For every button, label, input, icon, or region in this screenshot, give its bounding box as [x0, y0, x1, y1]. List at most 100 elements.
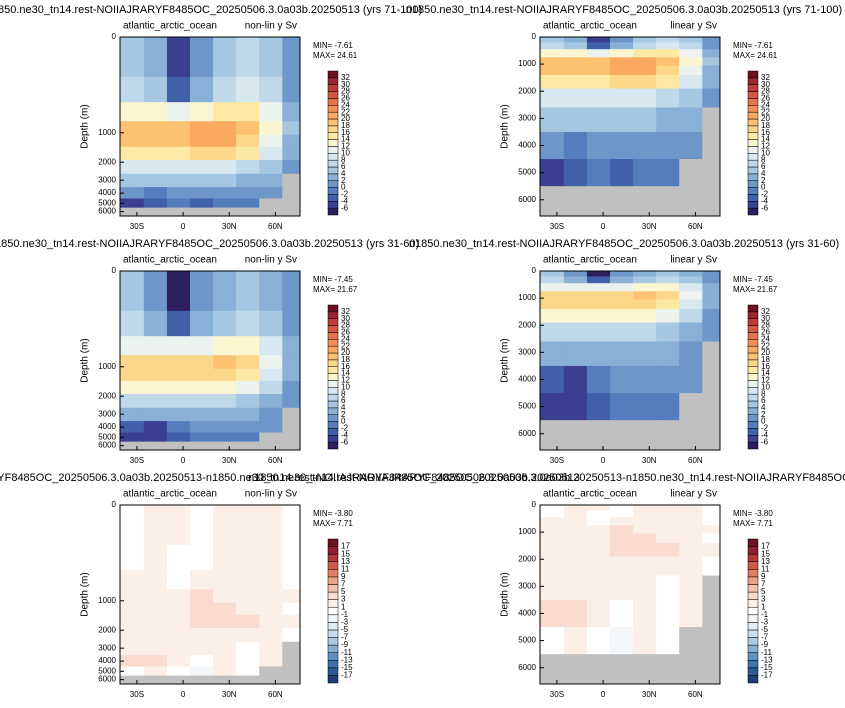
contour-cell: [610, 131, 634, 160]
contour-cell: [540, 341, 565, 367]
contour-cell: [540, 517, 565, 526]
contour-cell: [563, 37, 588, 43]
y-tick-label: 4000: [98, 656, 116, 665]
contour-cell: [236, 570, 260, 590]
contour-cell: [166, 641, 191, 656]
colorbar-label: -2: [761, 424, 769, 433]
colorbar-label: -2: [341, 424, 349, 433]
colorbar-box: [327, 70, 339, 79]
contour-cell: [190, 310, 214, 337]
y-tick-label: 3000: [98, 175, 116, 184]
panel: n1850.ne30_tn14.rest-NOIIAJRARYF8485OC_2…: [409, 238, 839, 465]
y-tick-label: 5000: [98, 432, 116, 441]
contour-cell: [143, 505, 168, 546]
contour-cell: [213, 570, 237, 590]
contour-cell: [633, 505, 657, 511]
colorbar-label: 8: [341, 155, 346, 164]
colorbar-label: 16: [761, 128, 770, 137]
contour-cell: [259, 614, 283, 629]
contour-cell: [679, 505, 703, 511]
contour-cell: [282, 393, 301, 409]
panel: n1850.ne30_tn14.rest-NOIIAJRARYF8485OC_2…: [0, 472, 580, 699]
contour-cell: [633, 131, 657, 160]
contour-cell: [166, 146, 191, 161]
contour-cell: [282, 271, 301, 312]
contour-cell: [259, 544, 283, 571]
contour-cell: [563, 283, 588, 292]
contour-cell: [120, 655, 145, 667]
contour-cell: [679, 341, 703, 367]
contour-cell: [259, 271, 283, 312]
land: [702, 131, 721, 160]
contour-cell: [563, 393, 588, 421]
colorbar-label: 7: [761, 580, 766, 589]
colorbar-label: -17: [341, 671, 353, 680]
contour-cell: [633, 525, 657, 534]
contour-cell: [633, 599, 657, 628]
contour-cell: [120, 146, 145, 161]
colorbar-box: [327, 187, 339, 195]
x-tick-label: 0: [181, 222, 186, 231]
contour-cell: [540, 365, 565, 394]
colorbar-box: [747, 311, 759, 319]
colorbar-label: 30: [761, 80, 770, 89]
colorbar-box: [327, 207, 339, 216]
contour-cell: [656, 517, 680, 526]
y-tick-label: 6000: [518, 663, 536, 672]
land: [143, 675, 168, 685]
colorbar-box: [327, 84, 339, 92]
contour-cell: [656, 37, 680, 43]
colorbar-box: [747, 98, 759, 106]
colorbar-box: [747, 414, 759, 422]
colorbar-label: 3: [761, 595, 766, 604]
colorbar-box: [747, 441, 759, 450]
y-axis-label: Depth (m): [80, 338, 91, 382]
contour-cell: [120, 159, 145, 175]
colorbar-label: 0: [341, 417, 346, 426]
contour-cell: [213, 421, 237, 433]
panel: n1850.ne30_tn14.rest-NOIIAJRARYF8485OC_2…: [0, 4, 422, 231]
colorbar-box: [327, 546, 339, 555]
contour-cell: [190, 121, 214, 136]
contour-cell: [259, 310, 283, 337]
colorbar-box: [327, 414, 339, 422]
contour-cell: [656, 322, 680, 342]
contour-cell: [610, 37, 634, 43]
contour-cell: [563, 159, 588, 187]
contour-cell: [563, 556, 588, 576]
colorbar-box: [747, 173, 759, 181]
contour-cell: [679, 276, 703, 284]
contour-cell: [282, 627, 301, 643]
colorbar-box: [747, 339, 759, 347]
colorbar-box: [747, 304, 759, 313]
contour-cell: [236, 187, 260, 199]
colorbar-box: [327, 576, 339, 585]
colorbar-box: [327, 591, 339, 600]
y-tick-label: 3000: [518, 581, 536, 590]
max-label: MAX= 24.61: [733, 51, 778, 60]
contour-cell: [259, 602, 283, 616]
contour-cell: [120, 666, 145, 677]
colorbar-box: [327, 153, 339, 161]
colorbar-box: [747, 180, 759, 188]
colorbar-label: 14: [761, 369, 770, 378]
colorbar-box: [747, 159, 759, 168]
contour-cell: [656, 505, 680, 511]
colorbar-label: 10: [761, 148, 770, 157]
contour-cell: [633, 533, 657, 544]
contour-cell: [610, 42, 634, 50]
contour-cell: [259, 336, 283, 356]
colorbar-label: 14: [341, 369, 350, 378]
colorbar-box: [327, 538, 339, 547]
contour-cell: [236, 76, 260, 103]
land: [563, 654, 588, 685]
x-tick-label: 30N: [222, 456, 237, 465]
contour-cell: [563, 505, 588, 511]
contour-cell: [563, 525, 588, 534]
colorbar-label: -4: [761, 430, 769, 439]
colorbar-box: [747, 546, 759, 555]
colorbar-label: 22: [341, 341, 350, 350]
contour-cell: [190, 134, 214, 148]
contour-cell: [213, 393, 237, 409]
